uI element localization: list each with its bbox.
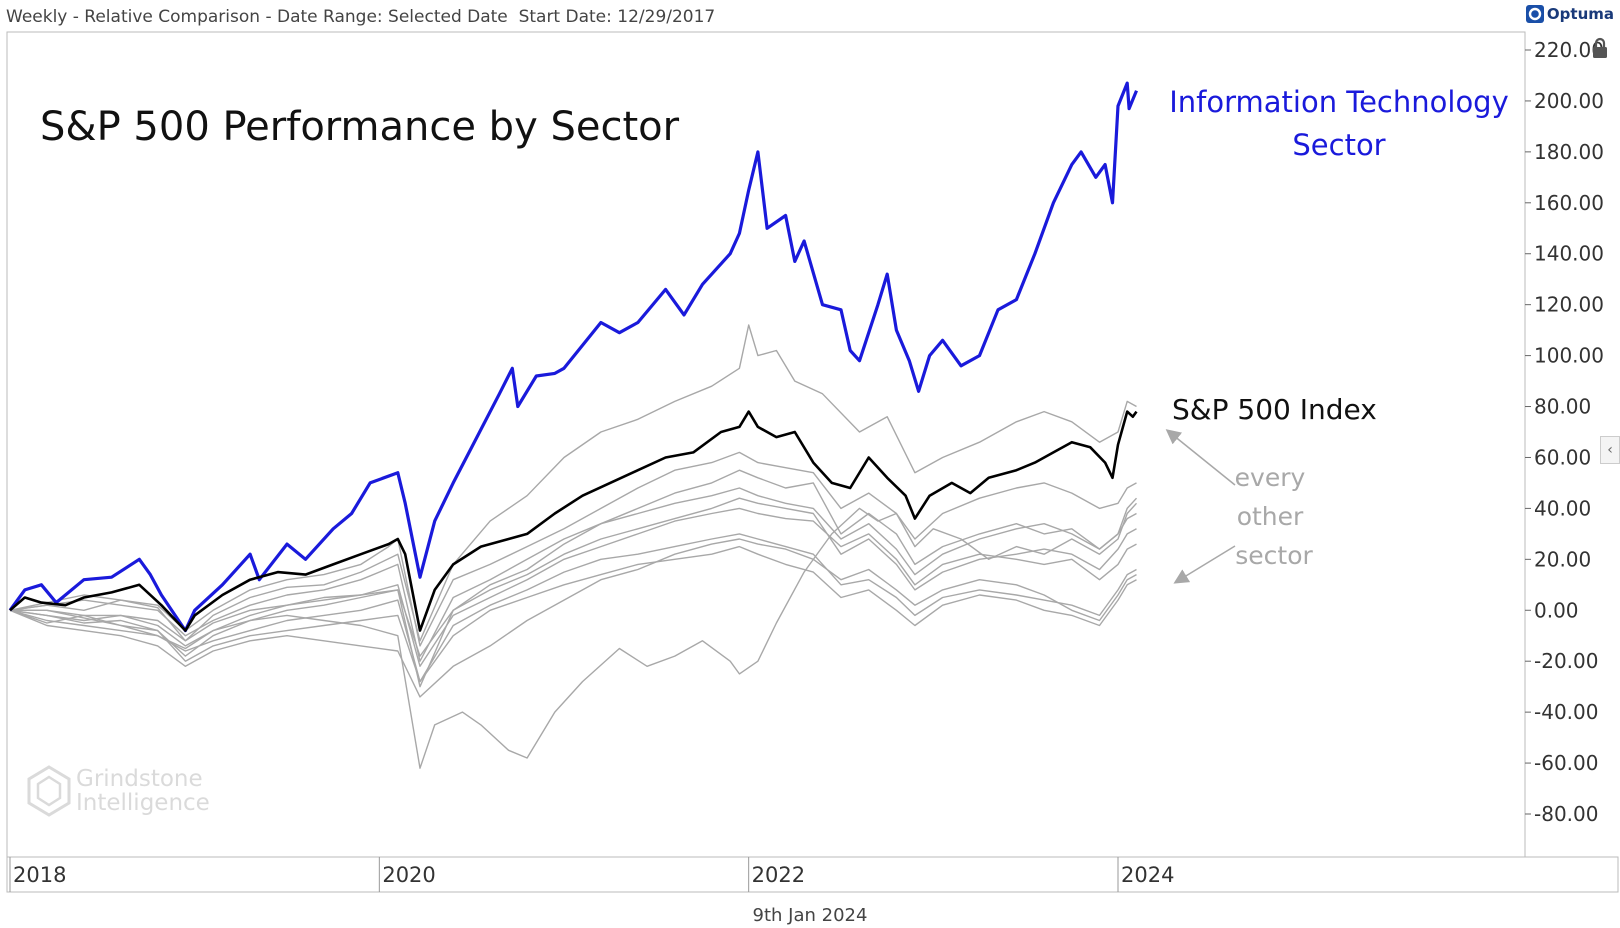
y-tick-label: -80.00 — [1534, 802, 1598, 826]
y-tick-label: -20.00 — [1534, 649, 1598, 673]
y-tick-label: -60.00 — [1534, 751, 1598, 775]
chart-settings-text: Weekly - Relative Comparison - Date Rang… — [6, 7, 716, 27]
other-sector-label-every: every — [1235, 463, 1306, 492]
y-tick-label: 200.00 — [1534, 89, 1604, 113]
y-tick-label: 100.00 — [1534, 344, 1604, 368]
y-tick-label: 40.00 — [1534, 496, 1591, 520]
y-tick-label: 0.00 — [1534, 598, 1579, 622]
y-tick-label: 80.00 — [1534, 395, 1591, 419]
y-tick-label: -40.00 — [1534, 700, 1598, 724]
series-line-sector-b — [10, 502, 1138, 769]
x-axis-band[interactable] — [6, 856, 1619, 893]
brand-name: Optuma — [1546, 5, 1614, 23]
y-tick-label: 140.00 — [1534, 242, 1604, 266]
y-axis-ticks: 220.00 200.00 180.00 160.00 140.00 120.00 100.… — [1525, 38, 1604, 826]
footer-date: 9th Jan 2024 — [752, 905, 868, 926]
series-line-sector-a — [9, 324, 1137, 642]
y-tick-label: 120.00 — [1534, 293, 1604, 317]
watermark: Grindstone Intelligence — [26, 765, 210, 817]
series-line-sector-d — [9, 469, 1137, 688]
series-line-sector-e — [10, 507, 1137, 667]
watermark-line1: Grindstone — [76, 766, 203, 792]
collapse-panel-button[interactable]: ‹ — [1600, 436, 1620, 464]
annotation-arrow-lower — [1173, 545, 1236, 584]
other-sector-label-other: other — [1237, 502, 1304, 531]
x-axis-ticks: 2018 2020 2022 2024 — [9, 857, 1174, 892]
x-tick-label: 2020 — [382, 863, 435, 887]
chart-header: Weekly - Relative Comparison - Date Rang… — [0, 0, 1620, 32]
x-tick-label: 2024 — [1121, 863, 1174, 887]
series-line-sector-j — [9, 487, 1138, 662]
optuma-logo-icon — [1525, 5, 1544, 23]
annotation-arrow-upper — [1165, 429, 1236, 486]
y-tick-label: 20.00 — [1534, 547, 1591, 571]
highlighted-series — [8, 81, 1138, 633]
sp500-index-label: S&P 500 Index — [1172, 393, 1377, 426]
series-line-sector-i — [9, 538, 1137, 698]
y-tick-label: 160.00 — [1534, 191, 1604, 215]
tech-sector-label: Information Technology — [1169, 85, 1509, 119]
y-tick-label: 180.00 — [1534, 140, 1604, 164]
other-sector-label-sector: sector — [1235, 541, 1313, 570]
y-tick-label: 220.00 — [1534, 38, 1604, 62]
brand-logo: Optuma — [1525, 5, 1614, 23]
chevron-left-icon: ‹ — [1607, 442, 1613, 458]
y-tick-label: 60.00 — [1534, 445, 1591, 469]
plot-area — [6, 31, 1526, 858]
series-line-sector-c — [9, 451, 1137, 647]
series-line-sector-h — [9, 497, 1137, 657]
other-sector-series — [9, 324, 1138, 769]
series-line-sector-f — [9, 533, 1137, 683]
lock-icon[interactable] — [1590, 36, 1610, 60]
tech-sector-label-line2: Sector — [1292, 128, 1385, 162]
x-tick-label: 2022 — [752, 863, 805, 887]
series-line-information-technology-sector — [8, 81, 1138, 633]
chart-title: S&P 500 Performance by Sector — [40, 104, 680, 150]
series-line-s-p-500-index — [9, 410, 1138, 632]
grindstone-logo-icon — [27, 765, 71, 817]
x-tick-label: 2018 — [13, 863, 66, 887]
watermark-line2: Intelligence — [76, 790, 210, 816]
